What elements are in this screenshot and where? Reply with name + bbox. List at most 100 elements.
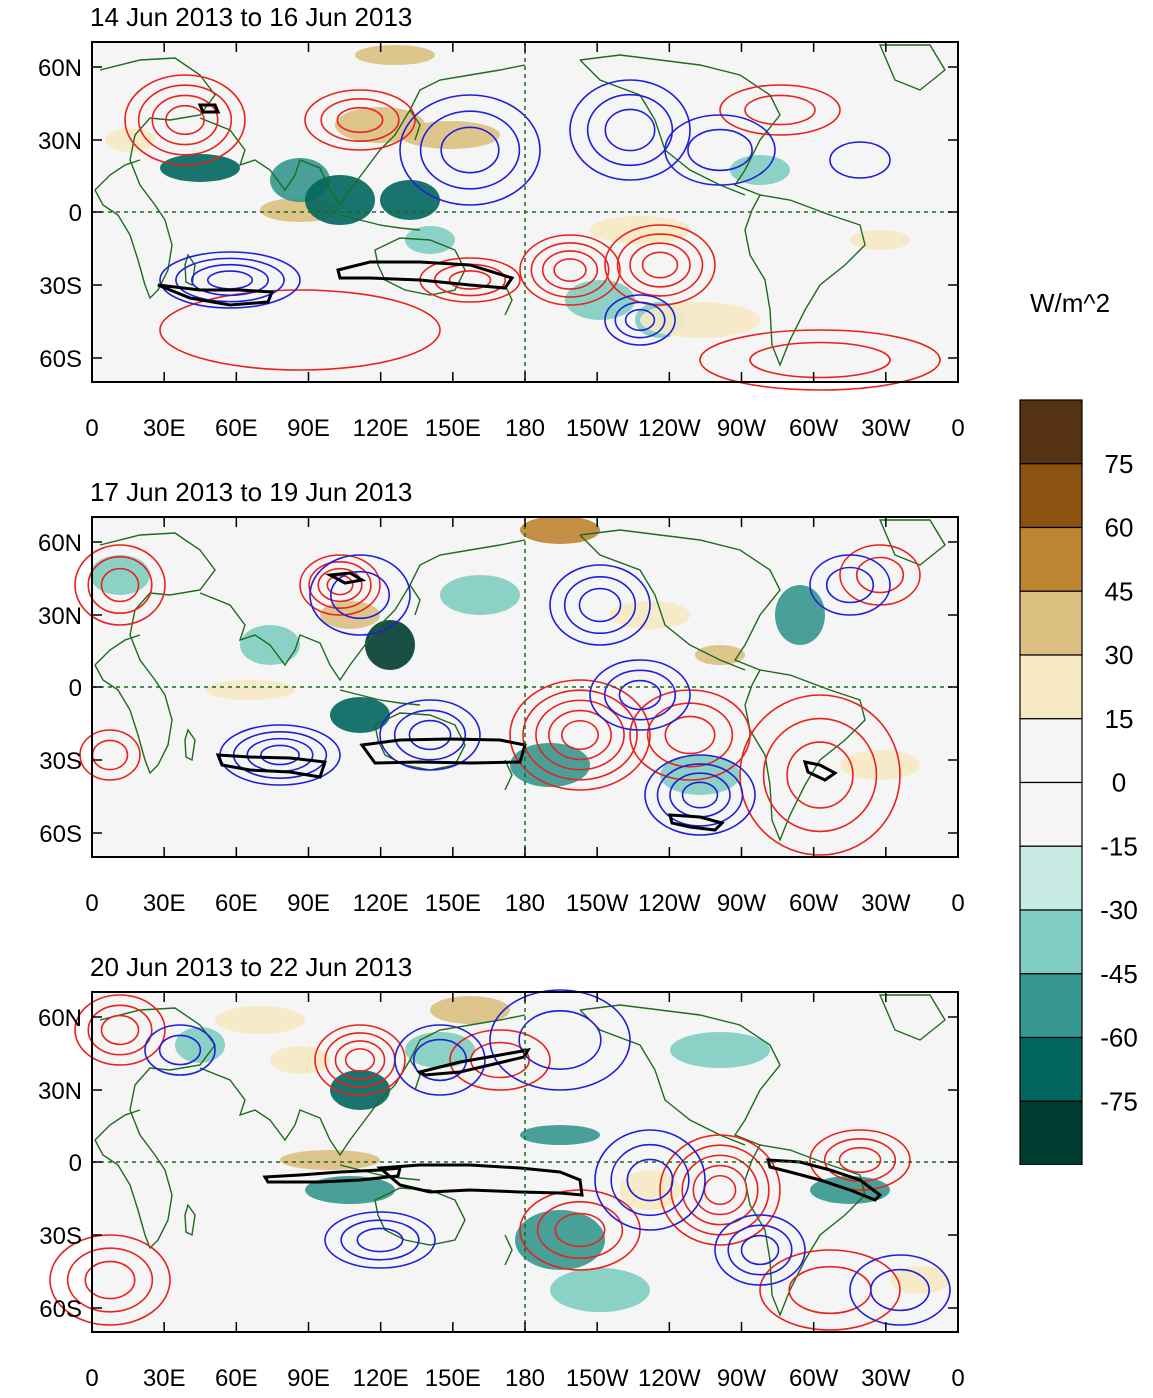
- x-tick-label: 0: [951, 1365, 964, 1392]
- y-tick-label: 60N: [38, 1005, 82, 1032]
- x-tick-label: 60W: [789, 1365, 839, 1392]
- negative-contour: [624, 308, 656, 332]
- coastline: [184, 1203, 196, 1237]
- coastline: [199, 1014, 526, 1157]
- x-tick-label: 150E: [425, 415, 481, 442]
- positive-contour: [681, 1154, 759, 1226]
- x-tick-label: 150W: [566, 415, 629, 442]
- significance-outline: [359, 737, 527, 765]
- coastline: [94, 532, 216, 775]
- negative-contour: [614, 301, 666, 339]
- x-tick-label: 150E: [425, 1365, 481, 1392]
- map-panel-svg: 17 Jun 2013 to 19 Jun 2013 0 30E 60E 90E 120…: [38, 477, 965, 917]
- positive-contour: [749, 341, 891, 379]
- x-tick-label: 90W: [717, 1365, 767, 1392]
- negative-contour: [618, 679, 662, 711]
- anomaly-shading: [405, 1032, 475, 1068]
- positive-contour: [739, 694, 901, 856]
- y-tick-label: 30S: [39, 273, 82, 300]
- positive-contour: [124, 74, 246, 166]
- anomaly-shading: [330, 1070, 390, 1110]
- anomaly-shading: [730, 155, 790, 185]
- colorbar-swatch: [1019, 399, 1083, 465]
- colorbar-swatch: [1019, 845, 1083, 911]
- positive-contour: [317, 567, 363, 603]
- colorbar-level-label: 75: [1105, 449, 1134, 479]
- coastline: [878, 519, 946, 566]
- x-tick-label: 0: [85, 890, 98, 917]
- x-tick-label: 0: [951, 415, 964, 442]
- colorbar-level-label: 45: [1105, 576, 1134, 606]
- negative-contour: [578, 587, 622, 623]
- coastline: [409, 109, 421, 141]
- x-tick-label: 90E: [287, 890, 330, 917]
- positive-contour: [786, 741, 854, 809]
- colorbar-level-label: -30: [1100, 895, 1138, 925]
- coastline: [374, 237, 466, 296]
- panel-title: 20 Jun 2013 to 22 Jun 2013: [90, 952, 412, 982]
- significance-outline: [157, 283, 275, 307]
- anomaly-shading: [520, 516, 600, 544]
- positive-contour: [838, 1146, 882, 1174]
- x-tick-label: 90E: [287, 415, 330, 442]
- x-tick-label: 180: [505, 415, 545, 442]
- coastline: [94, 57, 216, 300]
- x-tick-label: 0: [951, 890, 964, 917]
- negative-contour: [586, 93, 674, 167]
- map-panel-svg: 20 Jun 2013 to 22 Jun 2013 0 30E 60E 90E 120…: [38, 952, 965, 1392]
- colorbar-level-label: -45: [1100, 959, 1138, 989]
- anomaly-shading: [565, 280, 635, 320]
- negative-contour: [549, 564, 651, 646]
- colorbar-swatch: [1019, 909, 1083, 975]
- anomaly-shading: [695, 645, 745, 665]
- colorbar-swatch: [1019, 526, 1083, 592]
- coastline: [744, 194, 866, 367]
- positive-contour: [74, 994, 166, 1066]
- negative-contour: [604, 294, 676, 346]
- x-tick-label: 120E: [353, 1365, 409, 1392]
- significance-outline: [336, 260, 515, 290]
- colorbar-swatch: [1019, 463, 1083, 529]
- positive-contour: [659, 1134, 781, 1246]
- negative-contour: [144, 1024, 216, 1076]
- colorbar-level-label: -15: [1100, 831, 1138, 861]
- coastline-layer: [94, 519, 946, 842]
- y-tick-label: 60S: [39, 821, 82, 848]
- y-tick-label: 0: [69, 675, 82, 702]
- positive-contour: [66, 1247, 154, 1313]
- negative-contour: [569, 79, 691, 181]
- positive-contour: [84, 1260, 136, 1300]
- positive-contour: [449, 1029, 551, 1091]
- positive-contour: [320, 98, 400, 142]
- anomaly-shading: [380, 180, 440, 220]
- negative-contour: [563, 575, 637, 635]
- x-tick-label: 0: [85, 415, 98, 442]
- colorbar-swatch: [1019, 1100, 1083, 1165]
- negative-contour: [656, 763, 744, 827]
- positive-contour: [336, 106, 384, 134]
- coastline: [409, 584, 421, 616]
- x-tick-label: 120W: [638, 1365, 701, 1392]
- x-tick-label: 30W: [861, 415, 911, 442]
- x-tick-label: 60E: [215, 890, 258, 917]
- coastline: [878, 994, 946, 1041]
- x-tick-label: 120W: [638, 415, 701, 442]
- x-tick-label: 60W: [789, 890, 839, 917]
- negative-contour: [158, 1034, 202, 1066]
- positive-contour: [641, 251, 679, 279]
- colorbar-level-label: 0: [1112, 768, 1126, 798]
- positive-contour: [519, 234, 621, 306]
- positive-contour: [151, 94, 219, 146]
- coastline: [199, 64, 526, 207]
- anomaly-shading: [355, 45, 435, 65]
- negative-contour: [175, 257, 285, 303]
- positive-contour: [762, 717, 878, 833]
- positive-contour: [314, 1024, 406, 1096]
- coastline: [579, 54, 781, 196]
- anomaly-shading: [775, 585, 825, 645]
- negative-contour: [644, 754, 756, 836]
- contour-layer: [49, 989, 951, 1331]
- coastline: [878, 44, 946, 91]
- positive-contour: [561, 719, 599, 751]
- anomaly-shading: [590, 216, 690, 244]
